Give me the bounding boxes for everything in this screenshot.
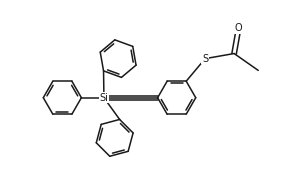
- Text: S: S: [202, 54, 208, 64]
- Text: Si: Si: [100, 93, 108, 103]
- Text: O: O: [235, 23, 242, 33]
